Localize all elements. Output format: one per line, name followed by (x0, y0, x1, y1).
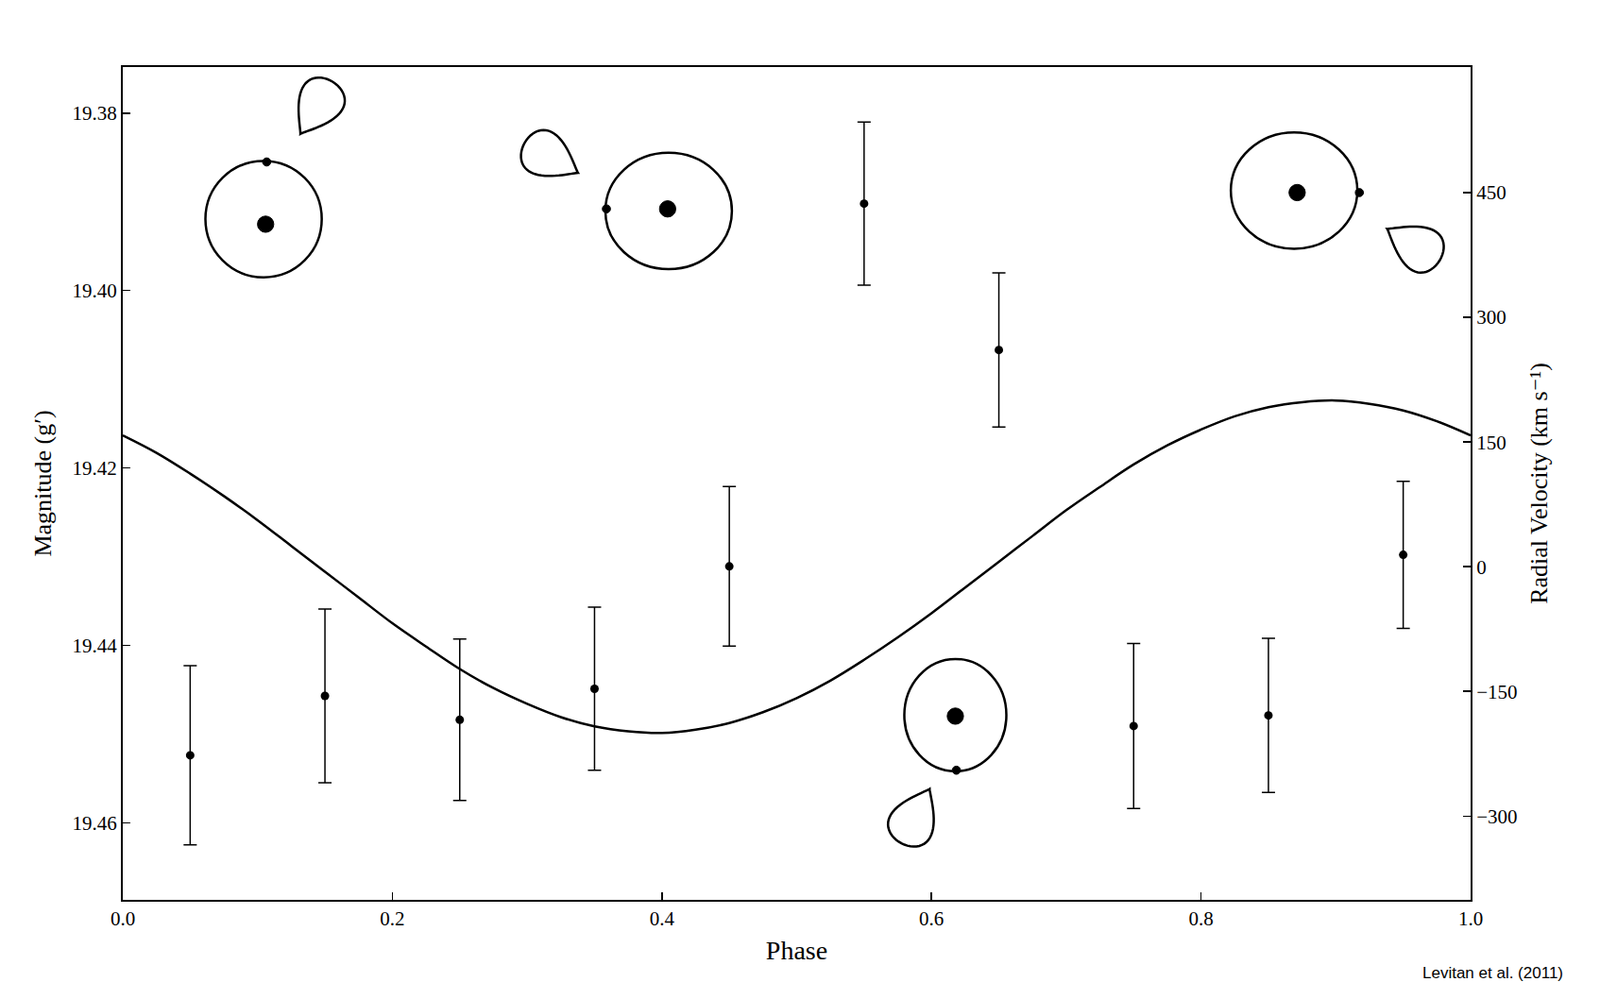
svg-text:450: 450 (1476, 181, 1507, 205)
svg-text:−150: −150 (1476, 680, 1517, 704)
svg-text:Magnitude (g′): Magnitude (g′) (29, 409, 57, 557)
svg-text:1.0: 1.0 (1458, 907, 1483, 931)
svg-text:19.46: 19.46 (72, 812, 118, 835)
svg-text:0.0: 0.0 (110, 907, 136, 931)
svg-text:19.44: 19.44 (72, 634, 119, 658)
svg-text:0.4: 0.4 (649, 907, 676, 931)
svg-text:19.42: 19.42 (72, 457, 118, 480)
svg-text:−300: −300 (1476, 805, 1517, 829)
svg-text:Phase: Phase (765, 936, 828, 966)
svg-text:Radial Velocity (km s⁻¹): Radial Velocity (km s⁻¹) (1525, 362, 1553, 605)
svg-text:150: 150 (1476, 431, 1507, 455)
svg-text:0.6: 0.6 (919, 907, 944, 931)
svg-text:19.38: 19.38 (72, 102, 118, 125)
svg-text:0.2: 0.2 (379, 907, 405, 931)
svg-text:19.40: 19.40 (72, 279, 118, 303)
svg-text:300: 300 (1476, 306, 1507, 329)
svg-text:Levitan et al. (2011): Levitan et al. (2011) (1422, 964, 1564, 982)
svg-text:0.8: 0.8 (1188, 907, 1213, 931)
svg-text:0: 0 (1476, 556, 1487, 579)
